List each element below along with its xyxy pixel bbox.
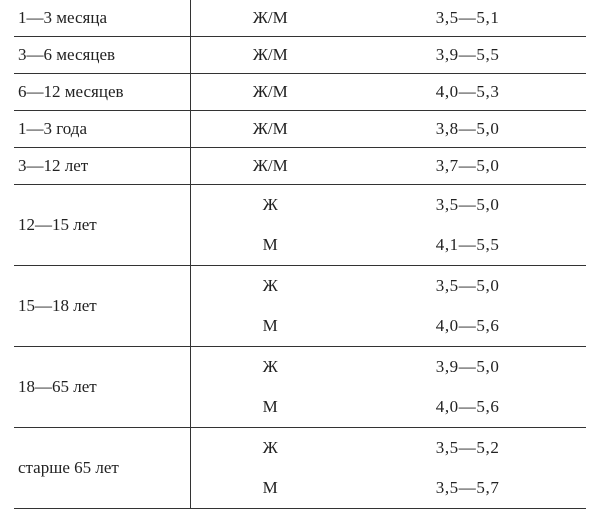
- value-rows: Ж/М3,8—5,0: [191, 111, 586, 147]
- value-cell: 4,1—5,5: [349, 235, 586, 255]
- value-rows: Ж/М3,5—5,1: [191, 0, 586, 36]
- sex-cell: Ж/М: [191, 156, 349, 176]
- table-group: старше 65 летЖ3,5—5,2М3,5—5,7: [14, 428, 586, 509]
- age-cell: 3—12 лет: [14, 148, 191, 184]
- sex-cell: М: [191, 397, 349, 417]
- table-row: Ж/М3,9—5,5: [191, 37, 586, 73]
- sex-cell: М: [191, 478, 349, 498]
- sex-cell: Ж: [191, 357, 349, 377]
- sex-cell: Ж/М: [191, 8, 349, 28]
- value-cell: 3,8—5,0: [349, 119, 586, 139]
- value-rows: Ж/М3,7—5,0: [191, 148, 586, 184]
- table-group: 12—15 летЖ3,5—5,0М4,1—5,5: [14, 185, 586, 266]
- age-cell: 6—12 месяцев: [14, 74, 191, 110]
- sex-cell: Ж: [191, 438, 349, 458]
- table-row: Ж3,5—5,0: [191, 185, 586, 225]
- table-row: М4,0—5,6: [191, 387, 586, 427]
- value-cell: 3,5—5,0: [349, 276, 586, 296]
- sex-cell: Ж: [191, 195, 349, 215]
- table-row: Ж3,9—5,0: [191, 347, 586, 387]
- value-cell: 3,5—5,7: [349, 478, 586, 498]
- value-cell: 3,5—5,1: [349, 8, 586, 28]
- sex-cell: М: [191, 316, 349, 336]
- table-row: М3,5—5,7: [191, 468, 586, 508]
- age-cell: старше 65 лет: [14, 428, 191, 508]
- table-group: 3—6 месяцевЖ/М3,9—5,5: [14, 37, 586, 74]
- table-group: 18—65 летЖ3,9—5,0М4,0—5,6: [14, 347, 586, 428]
- table-group: 1—3 годаЖ/М3,8—5,0: [14, 111, 586, 148]
- table-row: Ж/М3,8—5,0: [191, 111, 586, 147]
- table-group: 6—12 месяцевЖ/М4,0—5,3: [14, 74, 586, 111]
- value-rows: Ж3,5—5,0М4,1—5,5: [191, 185, 586, 265]
- table-row: М4,1—5,5: [191, 225, 586, 265]
- value-cell: 4,0—5,6: [349, 397, 586, 417]
- value-cell: 3,7—5,0: [349, 156, 586, 176]
- table-row: Ж/М4,0—5,3: [191, 74, 586, 110]
- value-rows: Ж3,9—5,0М4,0—5,6: [191, 347, 586, 427]
- table-group: 1—3 месяцаЖ/М3,5—5,1: [14, 0, 586, 37]
- value-cell: 3,9—5,0: [349, 357, 586, 377]
- reference-table: 1—3 месяцаЖ/М3,5—5,13—6 месяцевЖ/М3,9—5,…: [0, 0, 600, 509]
- table-group: 3—12 летЖ/М3,7—5,0: [14, 148, 586, 185]
- table-row: Ж3,5—5,2: [191, 428, 586, 468]
- table-row: М4,0—5,6: [191, 306, 586, 346]
- table-group: 15—18 летЖ3,5—5,0М4,0—5,6: [14, 266, 586, 347]
- value-cell: 3,5—5,0: [349, 195, 586, 215]
- table-row: Ж3,5—5,0: [191, 266, 586, 306]
- age-cell: 12—15 лет: [14, 185, 191, 265]
- value-rows: Ж3,5—5,2М3,5—5,7: [191, 428, 586, 508]
- sex-cell: Ж/М: [191, 119, 349, 139]
- age-cell: 1—3 месяца: [14, 0, 191, 36]
- value-cell: 4,0—5,3: [349, 82, 586, 102]
- age-cell: 18—65 лет: [14, 347, 191, 427]
- value-cell: 3,5—5,2: [349, 438, 586, 458]
- age-cell: 15—18 лет: [14, 266, 191, 346]
- table-row: Ж/М3,7—5,0: [191, 148, 586, 184]
- sex-cell: Ж/М: [191, 82, 349, 102]
- age-cell: 1—3 года: [14, 111, 191, 147]
- value-cell: 4,0—5,6: [349, 316, 586, 336]
- value-rows: Ж/М3,9—5,5: [191, 37, 586, 73]
- value-rows: Ж/М4,0—5,3: [191, 74, 586, 110]
- value-rows: Ж3,5—5,0М4,0—5,6: [191, 266, 586, 346]
- sex-cell: Ж: [191, 276, 349, 296]
- value-cell: 3,9—5,5: [349, 45, 586, 65]
- sex-cell: Ж/М: [191, 45, 349, 65]
- sex-cell: М: [191, 235, 349, 255]
- table-row: Ж/М3,5—5,1: [191, 0, 586, 36]
- age-cell: 3—6 месяцев: [14, 37, 191, 73]
